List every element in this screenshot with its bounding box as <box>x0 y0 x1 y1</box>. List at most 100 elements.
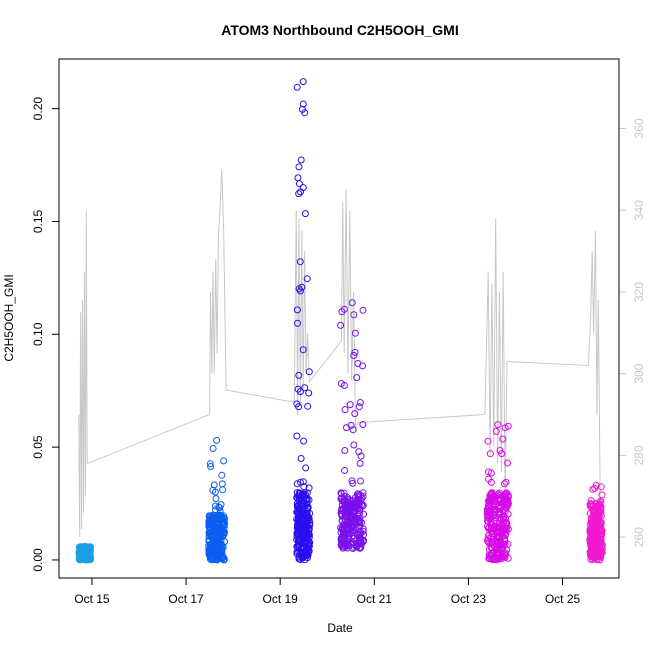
scatter-point <box>303 522 311 529</box>
scatter-point <box>348 477 356 485</box>
scatter-point <box>296 388 304 396</box>
scatter-point <box>218 480 226 488</box>
scatter-point <box>598 491 606 499</box>
scatter-point <box>209 538 217 546</box>
scatter-point <box>346 504 354 511</box>
scatter-point <box>303 489 311 497</box>
scatter-point <box>348 497 356 505</box>
scatter-point <box>299 508 307 516</box>
scatter-point <box>486 450 494 458</box>
y-tick-label: 0.10 <box>31 322 45 346</box>
scatter-point <box>595 512 603 520</box>
scatter-point <box>305 368 313 376</box>
scatter-point <box>294 174 302 182</box>
scatter-point <box>586 551 594 559</box>
scatter-point <box>494 526 502 534</box>
scatter-point <box>218 471 226 479</box>
scatter-point <box>303 275 311 283</box>
y-tick-label: 0.00 <box>31 548 45 572</box>
x-axis-label: Date <box>327 621 353 635</box>
scatter-point <box>301 210 309 218</box>
scatter-point <box>485 555 493 563</box>
scatter-point <box>217 527 225 535</box>
scatter-point <box>596 501 604 509</box>
scatter-point <box>340 536 348 544</box>
scatter-point <box>341 531 349 539</box>
scatter-point <box>294 522 302 530</box>
scatter-point <box>294 518 302 526</box>
scatter-point <box>351 329 359 337</box>
scatter-point <box>209 445 217 452</box>
y2-tick-label: 320 <box>632 282 646 302</box>
scatter-point <box>212 552 220 560</box>
scatter-point <box>294 385 302 393</box>
scatter-point <box>501 498 509 506</box>
scatter-point <box>592 531 600 539</box>
scatter-point <box>352 513 359 521</box>
scatter-point <box>350 510 358 518</box>
scatter-point <box>216 504 224 512</box>
scatter-series-5 <box>483 421 512 564</box>
scatter-point <box>299 478 307 486</box>
scatter-point-peak <box>213 436 221 444</box>
y2-tick-label: 360 <box>632 118 646 138</box>
scatter-point <box>494 552 502 560</box>
scatter-point <box>483 510 491 518</box>
scatter-point <box>296 258 304 266</box>
scatter-point <box>484 535 492 543</box>
scatter-point <box>302 464 310 472</box>
scatter-point <box>300 519 307 527</box>
scatter-point <box>302 551 310 559</box>
scatter-point <box>357 496 365 504</box>
scatter-point <box>484 505 492 513</box>
scatter-point <box>487 524 495 532</box>
scatter-point <box>293 432 301 440</box>
scatter-point <box>295 180 303 188</box>
y-tick-label: 0.05 <box>31 435 45 459</box>
x-tick-label: Oct 17 <box>168 592 204 606</box>
scatter-point <box>295 515 303 523</box>
scatter-point <box>499 435 507 443</box>
scatter-point <box>589 543 597 551</box>
scatter-point <box>487 469 495 477</box>
scatter-point <box>502 507 509 515</box>
scatter-point <box>295 163 303 171</box>
scatter-point <box>342 542 350 550</box>
chart-title: ATOM3 Northbound C2H5OOH_GMI <box>221 22 458 38</box>
scatter-point <box>355 403 363 411</box>
scatter-point <box>305 484 313 492</box>
scatter-point <box>211 536 219 544</box>
line-layer <box>78 169 603 538</box>
scatter-point <box>220 522 227 530</box>
scatter-point <box>337 509 345 517</box>
scatter-point <box>206 460 214 468</box>
scatter-point <box>597 483 605 491</box>
scatter-point-peak <box>299 78 307 86</box>
scatter-point <box>297 455 305 462</box>
scatter-point <box>295 190 303 198</box>
scatter-point <box>484 437 492 445</box>
scatter-point-peak <box>348 299 356 307</box>
scatter-point <box>341 406 349 414</box>
scatter-point <box>347 421 355 429</box>
scatter-point <box>496 540 504 548</box>
y-tick-label: 0.15 <box>31 209 45 233</box>
scatter-point <box>294 319 301 327</box>
scatter-point <box>299 346 307 354</box>
scatter-point <box>490 517 498 525</box>
scatter-point <box>338 501 346 509</box>
scatter-point <box>351 348 359 356</box>
scatter-point <box>299 100 307 108</box>
scatter-point <box>83 553 91 561</box>
scatter-point <box>213 549 221 557</box>
scatter-point <box>220 457 228 465</box>
scatter-point <box>597 531 605 539</box>
scatter-point <box>356 460 364 467</box>
scatter-point <box>360 510 368 518</box>
scatter-series-1 <box>75 542 94 564</box>
scatter-point <box>348 515 356 522</box>
scatter-point <box>357 491 365 499</box>
scatter-point <box>353 374 361 382</box>
scatter-point <box>587 551 595 558</box>
